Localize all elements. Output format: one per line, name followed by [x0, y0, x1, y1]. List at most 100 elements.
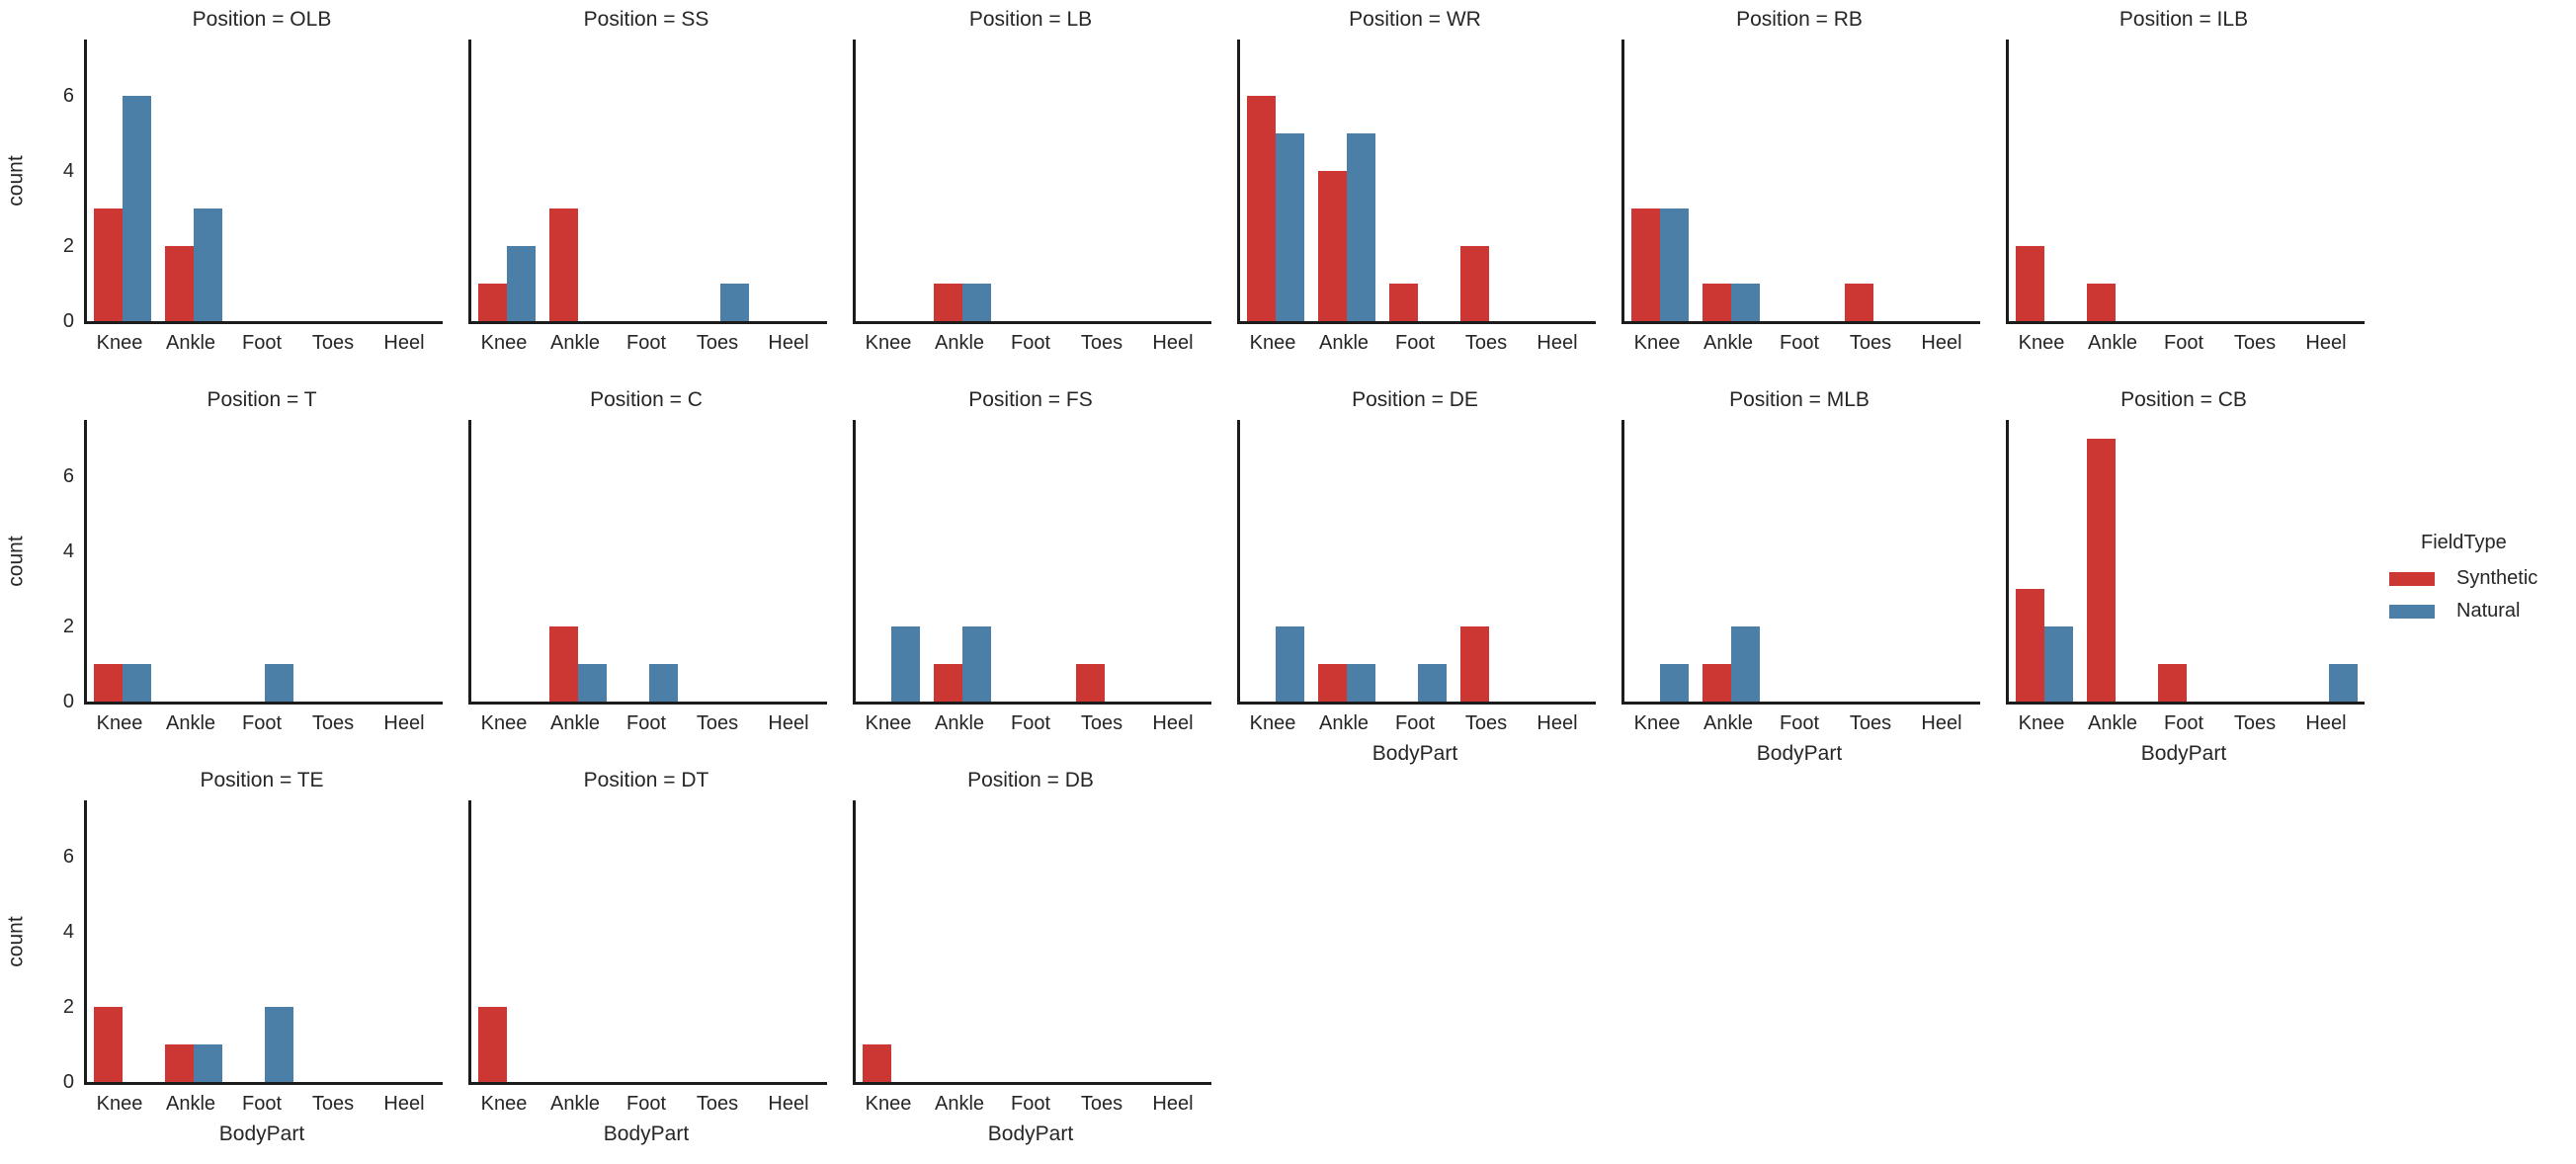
- bar-synthetic-knee: [478, 284, 507, 321]
- plot-area: [1237, 420, 1596, 705]
- facet-title: Position = RB: [1736, 8, 1863, 31]
- y-tick-label-2: 2: [62, 996, 74, 1018]
- y-axis-label-wrap: count: [2, 420, 32, 702]
- x-tick-label-knee: Knee: [1633, 712, 1681, 734]
- plot-area: [468, 420, 827, 705]
- x-tick-label-heel: Heel: [1152, 1093, 1194, 1115]
- facet-title: Position = OLB: [192, 8, 332, 31]
- bar-natural-knee: [1276, 133, 1304, 321]
- y-tick-label-4: 4: [62, 921, 74, 943]
- legend: FieldType Synthetic Natural: [2389, 532, 2572, 627]
- bar-natural-foot: [649, 664, 678, 702]
- facet-title: Position = C: [590, 388, 703, 411]
- plot-area: [853, 40, 1211, 324]
- facet-RB: Position = RB Knee Ankle Foot Toes Heel: [1593, 0, 1980, 380]
- legend-entry-natural: Natural: [2389, 595, 2572, 627]
- y-tick-label-0: 0: [62, 1071, 74, 1093]
- x-tick-label-heel: Heel: [768, 1093, 809, 1115]
- bar-synthetic-toes: [1845, 284, 1873, 321]
- x-tick-label-heel: Heel: [1921, 712, 1962, 734]
- x-tick-label-knee: Knee: [865, 1093, 912, 1115]
- y-axis-label-wrap: count: [2, 800, 32, 1082]
- bar-natural-ankle: [1347, 133, 1375, 321]
- x-tick-label-knee: Knee: [480, 712, 528, 734]
- x-tick-label-ankle: Ankle: [1318, 332, 1370, 354]
- x-tick-label-foot: Foot: [1010, 332, 1051, 354]
- bar-synthetic-knee: [94, 1007, 123, 1082]
- x-tick-label-ankle: Ankle: [2087, 332, 2138, 354]
- y-tick-label-6: 6: [62, 85, 74, 107]
- facet-title: Position = CB: [2120, 388, 2247, 411]
- bar-synthetic-ankle: [934, 284, 962, 321]
- y-tick-label-6: 6: [62, 465, 74, 487]
- y-tick-label-6: 6: [62, 846, 74, 868]
- x-tick-label-foot: Foot: [1779, 712, 1820, 734]
- x-tick-label-foot: Foot: [625, 712, 667, 734]
- plot-area: [468, 800, 827, 1085]
- legend-label-natural: Natural: [2456, 600, 2521, 622]
- x-tick-label-heel: Heel: [383, 1093, 425, 1115]
- plot-area: [2006, 40, 2365, 324]
- x-tick-label-toes: Toes: [1080, 1093, 1123, 1115]
- x-tick-label-ankle: Ankle: [934, 332, 985, 354]
- y-axis-label: count: [5, 535, 28, 587]
- plot-area: [84, 800, 443, 1085]
- bar-natural-knee: [1660, 664, 1689, 702]
- bar-synthetic-ankle: [549, 208, 578, 321]
- bar-synthetic-ankle: [549, 626, 578, 702]
- x-axis-label: BodyPart: [2140, 742, 2227, 765]
- y-axis-label-wrap: count: [2, 40, 32, 321]
- x-axis-label: BodyPart: [1756, 742, 1843, 765]
- x-tick-label-ankle: Ankle: [549, 712, 601, 734]
- x-tick-label-heel: Heel: [383, 712, 425, 734]
- x-tick-label-foot: Foot: [2163, 712, 2204, 734]
- x-tick-label-heel: Heel: [383, 332, 425, 354]
- facet-SS: Position = SS Knee Ankle Foot Toes Heel: [440, 0, 827, 380]
- bar-natural-knee: [2044, 626, 2073, 702]
- bar-natural-foot: [265, 1007, 293, 1082]
- facet-title: Position = TE: [200, 769, 324, 791]
- bar-synthetic-knee: [94, 664, 123, 702]
- bar-synthetic-toes: [1076, 664, 1105, 702]
- bar-natural-knee: [1276, 626, 1304, 702]
- y-axis-label: count: [5, 154, 28, 207]
- plot-area: [1237, 40, 1596, 324]
- x-tick-label-ankle: Ankle: [1703, 332, 1754, 354]
- facet-DE: Position = DE Knee Ankle Foot Toes Heel BodyPa…: [1208, 380, 1596, 765]
- bar-natural-ankle: [962, 284, 991, 321]
- x-tick-label-heel: Heel: [1152, 712, 1194, 734]
- facet-TE: Position = TE Knee Ankle Foot Toes Heel 0 2 4 6 co…: [0, 761, 443, 1164]
- bar-synthetic-knee: [2016, 589, 2044, 702]
- x-tick-label-foot: Foot: [1779, 332, 1820, 354]
- bar-synthetic-ankle: [1703, 664, 1731, 702]
- bar-synthetic-toes: [1460, 246, 1489, 321]
- x-tick-label-foot: Foot: [1394, 332, 1436, 354]
- y-tick-label-0: 0: [62, 310, 74, 332]
- x-tick-label-ankle: Ankle: [165, 332, 216, 354]
- bar-natural-foot: [265, 664, 293, 702]
- facet-title: Position = T: [207, 388, 317, 411]
- legend-label-synthetic: Synthetic: [2456, 567, 2538, 589]
- bar-synthetic-knee: [1631, 208, 1660, 321]
- facet-title: Position = DT: [583, 769, 709, 791]
- x-tick-label-toes: Toes: [1849, 712, 1892, 734]
- y-tick-label-0: 0: [62, 691, 74, 712]
- facet-DT: Position = DT Knee Ankle Foot Toes Heel BodyPa…: [440, 761, 827, 1164]
- x-tick-label-knee: Knee: [96, 1093, 143, 1115]
- facet-MLB: Position = MLB Knee Ankle Foot Toes Heel BodyP…: [1593, 380, 1980, 765]
- facet-DB: Position = DB Knee Ankle Foot Toes Heel BodyPa…: [824, 761, 1211, 1164]
- x-tick-label-toes: Toes: [311, 1093, 355, 1115]
- bar-synthetic-ankle: [165, 1044, 194, 1082]
- bar-natural-heel: [2329, 664, 2358, 702]
- facet-OLB: Position = OLB Knee Ankle Foot Toes Heel 0 2 4 6 c…: [0, 0, 443, 380]
- x-tick-label-foot: Foot: [625, 1093, 667, 1115]
- x-tick-label-ankle: Ankle: [934, 1093, 985, 1115]
- x-tick-label-toes: Toes: [1464, 332, 1508, 354]
- x-tick-label-heel: Heel: [1921, 332, 1962, 354]
- facet-ILB: Position = ILB Knee Ankle Foot Toes Heel: [1977, 0, 2365, 380]
- bar-synthetic-ankle: [165, 246, 194, 321]
- x-tick-label-toes: Toes: [2233, 332, 2277, 354]
- x-tick-label-toes: Toes: [1080, 712, 1123, 734]
- x-tick-label-heel: Heel: [768, 332, 809, 354]
- x-tick-label-foot: Foot: [241, 332, 283, 354]
